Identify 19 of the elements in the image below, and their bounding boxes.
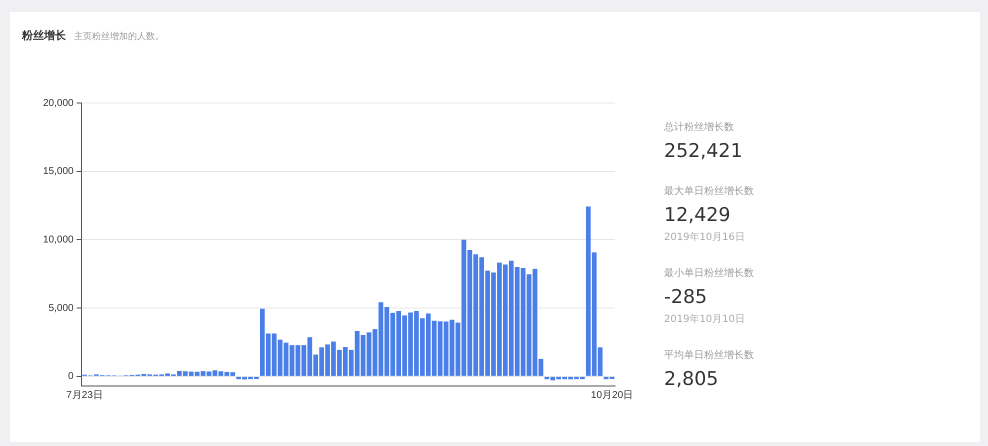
- x-tick-label: 7月23日: [66, 390, 103, 401]
- text: 252,421: [664, 140, 744, 162]
- text: 平均单日粉丝增长数: [664, 348, 755, 362]
- x-tick-label: 10月20日: [590, 390, 634, 401]
- text: 最大单日粉丝增长数: [664, 184, 755, 198]
- y-tick-label: 0: [68, 371, 74, 382]
- text: -285: [664, 286, 708, 308]
- text: 最小单日粉丝增长数: [664, 266, 755, 280]
- text: 12,429: [664, 204, 732, 226]
- y-tick-label: 20,000: [42, 98, 74, 109]
- text: 2019年10月10日: [664, 313, 746, 326]
- chart-title: 粉丝增长: [22, 29, 66, 42]
- chart-subtitle: 主页粉丝增加的人数。: [74, 32, 164, 42]
- text: 总计粉丝增长数: [664, 120, 735, 134]
- text: 2,805: [664, 368, 720, 390]
- text: 2019年10月16日: [664, 231, 746, 244]
- y-tick-label: 10,000: [42, 234, 74, 246]
- y-tick-label: 5,000: [48, 302, 74, 314]
- y-tick-label: 15,000: [42, 166, 74, 178]
